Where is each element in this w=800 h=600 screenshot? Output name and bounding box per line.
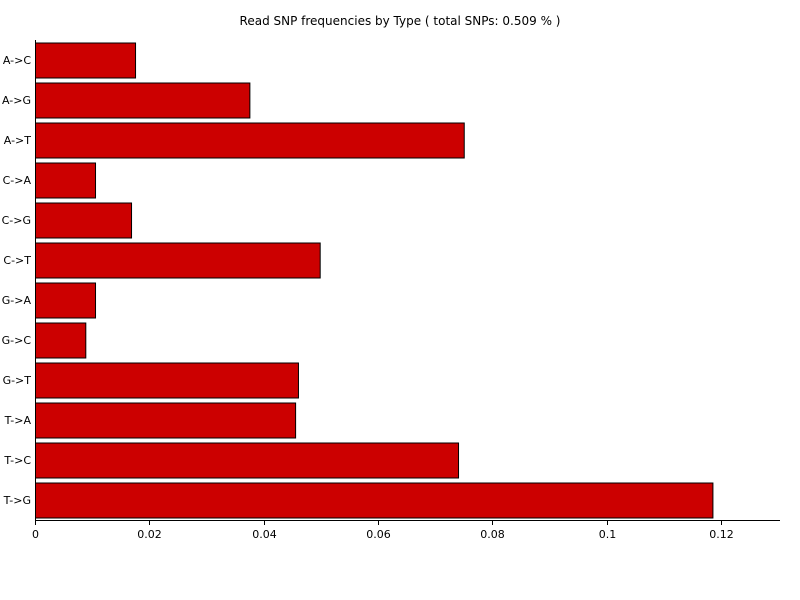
ytick-label: A->T	[4, 134, 31, 147]
chart-title: Read SNP frequencies by Type ( total SNP…	[239, 14, 561, 28]
xtick-label: 0.02	[137, 528, 162, 541]
ytick-label: G->T	[3, 374, 32, 387]
xtick-label: 0.12	[709, 528, 734, 541]
bar-g-to-t	[35, 362, 299, 399]
bar-a-to-t	[35, 122, 465, 159]
axes-layer: A->C A->G A->T C->A C->G C->T G->A G->C G->T T->A…	[2, 40, 780, 541]
bar-a-to-c	[35, 42, 137, 79]
ytick-label: C->A	[3, 174, 32, 187]
ytick-label: A->G	[2, 94, 31, 107]
bar-c-to-g	[35, 202, 133, 239]
bar-g-to-c	[35, 322, 87, 359]
bar-t-to-c	[35, 442, 460, 479]
bar-g-to-a	[35, 282, 97, 319]
bar-t-to-a	[35, 402, 297, 439]
xtick-label: 0.04	[252, 528, 277, 541]
xtick-label: 0.1	[599, 528, 617, 541]
ytick-label: A->C	[3, 54, 31, 67]
bar-c-to-t	[35, 242, 321, 279]
ytick-label: G->C	[2, 334, 32, 347]
xtick-label: 0.06	[366, 528, 391, 541]
ytick-label: G->A	[2, 294, 32, 307]
bar-a-to-g	[35, 82, 251, 119]
xtick-label: 0.08	[480, 528, 505, 541]
ytick-label: C->T	[3, 254, 31, 267]
ytick-label: T->C	[3, 454, 31, 467]
bar-t-to-g	[35, 482, 714, 519]
ytick-label: T->A	[4, 414, 32, 427]
bars-layer	[35, 42, 714, 519]
ytick-label: T->G	[3, 494, 31, 507]
ytick-label: C->G	[2, 214, 31, 227]
xtick-label: 0	[32, 528, 39, 541]
bar-c-to-a	[35, 162, 97, 199]
